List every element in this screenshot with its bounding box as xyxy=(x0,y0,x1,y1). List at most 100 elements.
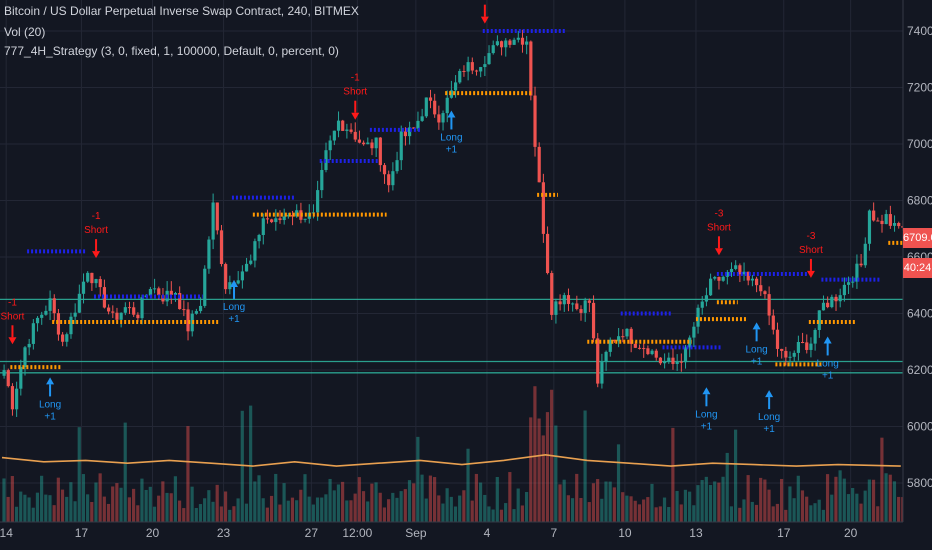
volume-bar xyxy=(274,473,278,522)
volume-bar xyxy=(583,410,587,522)
volume-bar xyxy=(336,484,341,522)
candle-body xyxy=(646,348,650,355)
volume-bar xyxy=(328,478,332,522)
long-arrowhead-icon xyxy=(447,110,456,118)
candle-body xyxy=(320,169,324,191)
candle-body xyxy=(717,276,721,281)
volume-bar xyxy=(148,486,152,522)
signal-label: Long xyxy=(758,412,780,423)
volume-bar xyxy=(821,509,825,522)
candle-body xyxy=(550,273,554,315)
candle-body xyxy=(178,293,182,310)
volume-bar xyxy=(888,474,892,522)
candle-body xyxy=(696,307,700,327)
candle-body xyxy=(571,303,575,305)
price-tick-label: 6400.0 xyxy=(907,307,932,321)
volume-bar xyxy=(892,481,897,522)
volume-bar xyxy=(667,507,671,522)
volume-bar xyxy=(299,489,303,522)
long-arrowhead-icon xyxy=(823,336,832,344)
signal-count-label: +1 xyxy=(751,356,763,367)
candle-body xyxy=(688,337,692,348)
candle-body xyxy=(454,82,458,91)
volume-bar xyxy=(86,494,90,522)
volume-bar xyxy=(754,504,759,522)
candle-body xyxy=(742,271,746,275)
volume-bar xyxy=(524,491,529,522)
volume-bar xyxy=(742,499,746,522)
candle-body xyxy=(675,361,679,364)
volume-bar xyxy=(621,492,625,522)
candle-body xyxy=(617,336,621,342)
volume-bar xyxy=(704,476,708,522)
candle-body xyxy=(61,334,65,342)
candle-body xyxy=(136,314,140,319)
candle-body xyxy=(755,278,759,286)
candle-body xyxy=(428,97,433,101)
candle-body xyxy=(788,356,792,358)
volume-bar xyxy=(44,494,48,522)
candle-body xyxy=(817,310,821,330)
volume-bar xyxy=(307,496,311,522)
candle-body xyxy=(282,216,286,221)
volume-bar xyxy=(65,496,69,522)
volume-bar xyxy=(295,500,299,522)
candle-body xyxy=(579,309,583,313)
volume-bar xyxy=(349,500,353,522)
time-axis[interactable]: 14 17 20 23 27 12:00 Sep 4 7 10 13 17 20 xyxy=(0,521,932,550)
volume-bar xyxy=(157,495,161,522)
candle-body xyxy=(127,307,132,309)
candle-body xyxy=(73,312,77,317)
signal-label: Short xyxy=(473,0,497,2)
volume-bar xyxy=(102,496,106,522)
candle-body xyxy=(412,127,416,129)
volume-bar xyxy=(432,477,437,522)
time-tick-label: 20 xyxy=(844,526,858,540)
volume-bar xyxy=(759,477,763,522)
long-arrowhead-icon xyxy=(702,387,711,395)
candle-body xyxy=(679,361,683,363)
volume-bar xyxy=(257,475,261,522)
time-tick-label: 7 xyxy=(550,526,557,540)
volume-bar xyxy=(478,482,483,522)
volume-bar xyxy=(332,490,336,522)
volume-bar xyxy=(131,488,136,522)
long-arrowhead-icon xyxy=(752,322,761,330)
volume-bar xyxy=(424,498,428,522)
volume-bar xyxy=(600,498,604,522)
volume-bar xyxy=(466,448,470,522)
volume-bar xyxy=(474,473,478,522)
signal-label: Long xyxy=(745,344,767,355)
volume-bar xyxy=(717,482,721,522)
candle-body xyxy=(729,268,734,273)
candle-body xyxy=(491,45,495,54)
signal-label: Long xyxy=(695,409,717,420)
candle-body xyxy=(867,210,872,244)
volume-bar xyxy=(324,494,328,522)
volume-bar xyxy=(190,486,194,522)
signal-label: Long xyxy=(223,302,245,313)
time-tick-label: 10 xyxy=(618,526,632,540)
candle-body xyxy=(721,276,725,281)
volume-ma-polyline xyxy=(1,453,901,467)
volume-bar xyxy=(733,429,738,522)
candle-body xyxy=(800,341,805,343)
candle-body xyxy=(107,307,111,312)
volume-bar xyxy=(119,487,123,522)
volume-bar xyxy=(729,506,733,522)
candle-body xyxy=(378,137,382,166)
candle-body xyxy=(408,127,412,137)
volume-bar xyxy=(612,487,616,522)
candle-body xyxy=(738,265,742,275)
short-arrowhead-icon xyxy=(714,248,723,256)
volume-bar xyxy=(186,426,190,522)
candle-body xyxy=(474,70,479,72)
candle-body xyxy=(65,334,69,342)
time-tick-label: 27 xyxy=(305,526,319,540)
candle-body xyxy=(115,312,119,320)
volume-bar xyxy=(625,495,629,522)
candle-body xyxy=(186,309,190,332)
long-arrowhead-icon xyxy=(765,390,774,398)
volume-bar xyxy=(738,507,742,522)
